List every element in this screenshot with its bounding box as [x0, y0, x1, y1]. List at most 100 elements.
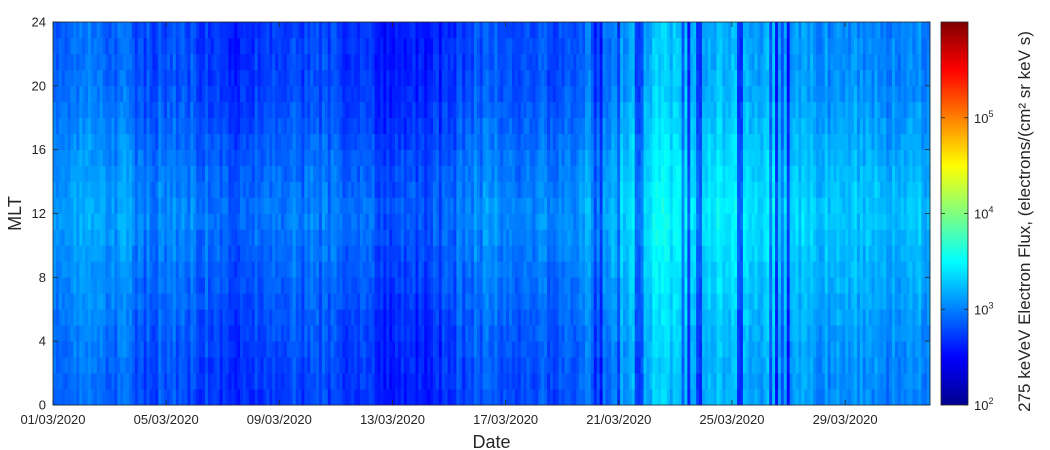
heatmap-cell [345, 245, 349, 262]
heatmap-cell [354, 197, 358, 214]
heatmap-cell [64, 293, 68, 310]
heatmap-cell [468, 325, 472, 342]
heatmap-cell [260, 197, 264, 214]
heatmap-cell [196, 245, 200, 262]
heatmap-cell [471, 245, 475, 262]
heatmap-cell [400, 133, 405, 151]
heatmap-cell [450, 22, 454, 39]
heatmap-cell [205, 341, 209, 358]
heatmap-cell [529, 341, 533, 358]
heatmap-cell [240, 341, 244, 358]
heatmap-cell [172, 101, 177, 119]
heatmap-cell [257, 197, 261, 214]
heatmap-cell [283, 341, 288, 358]
heatmap-cell [558, 85, 563, 103]
heatmap-cell [102, 197, 106, 214]
heatmap-cell [655, 197, 659, 214]
heatmap-cell [529, 181, 533, 198]
heatmap-cell [234, 197, 238, 214]
heatmap-cell [625, 293, 630, 310]
heatmap-cell [462, 325, 466, 342]
heatmap-cell [506, 277, 510, 294]
heatmap-cell [494, 165, 498, 182]
heatmap-cell [453, 357, 457, 374]
heatmap-cell [596, 357, 601, 374]
heatmap-cell [289, 389, 294, 406]
heatmap-cell [120, 325, 124, 342]
heatmap-cell [307, 373, 311, 390]
heatmap-cell [219, 245, 223, 262]
heatmap-cell [199, 293, 203, 310]
heatmap-cell [64, 245, 68, 262]
heatmap-cell [544, 22, 548, 39]
heatmap-cell [88, 309, 92, 326]
heatmap-cell [552, 293, 557, 310]
heatmap-cell [555, 22, 560, 39]
heatmap-cell [400, 245, 405, 262]
heatmap-cell [576, 22, 580, 39]
heatmap-cell [403, 261, 408, 278]
heatmap-cell [552, 165, 557, 182]
heatmap-cell [517, 245, 522, 262]
heatmap-cell [202, 197, 206, 214]
heatmap-cell [313, 37, 317, 55]
heatmap-cell [172, 325, 177, 342]
heatmap-cell [640, 261, 644, 278]
heatmap-cell [587, 149, 592, 166]
heatmap-cell [172, 357, 177, 374]
heatmap-cell [213, 53, 218, 71]
heatmap-cell [608, 181, 612, 198]
heatmap-cell [406, 325, 410, 342]
heatmap-cell [251, 181, 256, 198]
heatmap-cell [392, 261, 396, 278]
heatmap-cell [526, 117, 530, 135]
heatmap-cell [415, 101, 419, 119]
heatmap-cell [456, 85, 460, 103]
heatmap-cell [319, 213, 323, 230]
heatmap-cell [73, 309, 77, 326]
heatmap-cell [319, 389, 323, 406]
heatmap-cell [476, 309, 481, 326]
heatmap-cell [158, 293, 162, 310]
heatmap-cell [202, 357, 206, 374]
heatmap-cell [210, 277, 215, 294]
heatmap-cell [93, 101, 98, 119]
heatmap-cell [643, 389, 647, 406]
heatmap-cell [161, 229, 165, 246]
heatmap-cell [76, 37, 80, 55]
heatmap-cell [640, 389, 644, 406]
heatmap-cell [593, 53, 598, 71]
heatmap-cell [178, 101, 182, 119]
heatmap-cell [111, 357, 115, 374]
heatmap-cell [210, 37, 215, 55]
heatmap-cell [590, 197, 595, 214]
heatmap-cell [339, 53, 343, 71]
heatmap-cell [471, 261, 475, 278]
heatmap-cell [544, 117, 548, 135]
heatmap-cell [564, 85, 568, 103]
heatmap-cell [634, 197, 639, 214]
heatmap-cell [658, 149, 662, 166]
heatmap-cell [634, 229, 639, 246]
heatmap-cell [623, 117, 627, 135]
heatmap-cell [222, 133, 226, 151]
heatmap-cell [374, 181, 378, 198]
heatmap-cell [169, 117, 174, 135]
heatmap-cell [275, 213, 279, 230]
heatmap-cell [184, 213, 188, 230]
heatmap-cell [111, 149, 115, 166]
heatmap-cell [611, 37, 615, 55]
heatmap-cell [544, 149, 548, 166]
heatmap-cell [506, 117, 510, 135]
heatmap-cell [167, 69, 171, 87]
heatmap-cell [582, 165, 586, 182]
heatmap-cell [409, 309, 413, 326]
heatmap-cell [535, 309, 539, 326]
heatmap-cell [511, 69, 516, 87]
heatmap-cell [564, 245, 568, 262]
heatmap-cell [134, 101, 139, 119]
heatmap-cell [245, 389, 250, 406]
heatmap-cell [114, 117, 118, 135]
heatmap-cell [172, 149, 177, 166]
heatmap-cell [605, 357, 609, 374]
